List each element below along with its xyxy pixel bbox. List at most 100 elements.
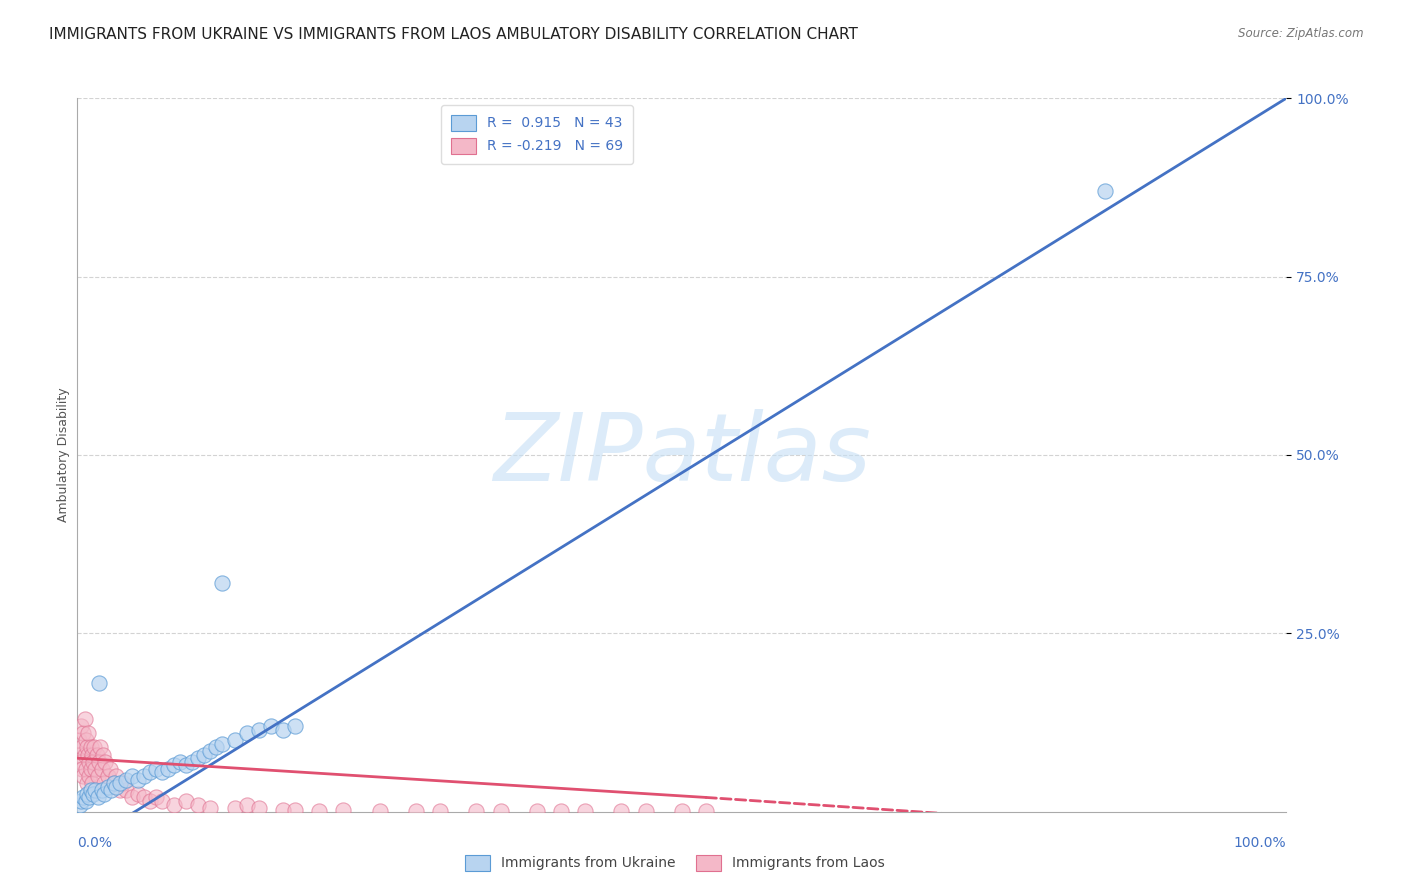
Point bbox=[76, 776, 98, 790]
Point bbox=[112, 776, 135, 790]
Point bbox=[247, 801, 270, 815]
Point bbox=[187, 797, 209, 812]
Point bbox=[90, 783, 112, 797]
Point bbox=[247, 723, 270, 737]
Point bbox=[86, 747, 108, 762]
Point bbox=[271, 723, 294, 737]
Point bbox=[169, 755, 191, 769]
Point bbox=[260, 719, 283, 733]
Point bbox=[70, 719, 93, 733]
Text: 0.0%: 0.0% bbox=[77, 836, 112, 850]
Point bbox=[73, 747, 96, 762]
Point bbox=[108, 783, 131, 797]
Point bbox=[308, 804, 330, 818]
Text: ZIPatlas: ZIPatlas bbox=[494, 409, 870, 500]
Point bbox=[145, 790, 167, 805]
Point bbox=[79, 762, 101, 776]
Point bbox=[235, 797, 257, 812]
Point bbox=[108, 776, 131, 790]
Legend: Immigrants from Ukraine, Immigrants from Laos: Immigrants from Ukraine, Immigrants from… bbox=[460, 849, 890, 876]
Point bbox=[284, 803, 307, 817]
Point bbox=[145, 762, 167, 776]
Point bbox=[87, 790, 110, 805]
Point bbox=[114, 772, 136, 787]
Point bbox=[67, 733, 90, 747]
Point bbox=[405, 804, 427, 818]
Point bbox=[69, 797, 91, 812]
Point bbox=[105, 780, 128, 794]
Point bbox=[91, 747, 114, 762]
Point bbox=[1094, 184, 1116, 198]
Point bbox=[200, 801, 222, 815]
Point bbox=[187, 751, 209, 765]
Point bbox=[82, 755, 104, 769]
Point bbox=[98, 762, 121, 776]
Point bbox=[150, 765, 173, 780]
Point bbox=[174, 794, 197, 808]
Point bbox=[235, 726, 257, 740]
Point bbox=[200, 744, 222, 758]
Point bbox=[157, 762, 180, 776]
Point bbox=[121, 790, 143, 805]
Point bbox=[77, 726, 100, 740]
Legend: R =  0.915   N = 43, R = -0.219   N = 69: R = 0.915 N = 43, R = -0.219 N = 69 bbox=[441, 105, 633, 163]
Point bbox=[72, 790, 94, 805]
Point bbox=[193, 747, 215, 762]
Point bbox=[73, 712, 96, 726]
Point bbox=[271, 803, 294, 817]
Point bbox=[72, 769, 94, 783]
Point bbox=[224, 801, 246, 815]
Text: 100.0%: 100.0% bbox=[1234, 836, 1286, 850]
Point bbox=[79, 769, 101, 783]
Point bbox=[163, 758, 186, 772]
Point bbox=[75, 762, 97, 776]
Point bbox=[211, 576, 233, 591]
Point bbox=[181, 755, 204, 769]
Point bbox=[114, 783, 136, 797]
Point bbox=[96, 769, 118, 783]
Point bbox=[94, 755, 117, 769]
Point bbox=[105, 769, 128, 783]
Point bbox=[205, 740, 228, 755]
Point bbox=[80, 776, 103, 790]
Point bbox=[79, 755, 101, 769]
Point bbox=[127, 787, 149, 801]
Point bbox=[83, 740, 105, 755]
Point bbox=[69, 747, 91, 762]
Point bbox=[87, 676, 110, 690]
Point bbox=[79, 790, 101, 805]
Text: Source: ZipAtlas.com: Source: ZipAtlas.com bbox=[1239, 27, 1364, 40]
Point bbox=[103, 776, 125, 790]
Point bbox=[429, 804, 451, 818]
Point bbox=[489, 805, 512, 819]
Point bbox=[550, 805, 572, 819]
Point bbox=[610, 805, 633, 819]
Point bbox=[332, 803, 354, 817]
Point bbox=[70, 794, 93, 808]
Point bbox=[368, 804, 391, 818]
Point bbox=[127, 772, 149, 787]
Point bbox=[465, 804, 488, 818]
Y-axis label: Ambulatory Disability: Ambulatory Disability bbox=[58, 388, 70, 522]
Point bbox=[284, 719, 307, 733]
Point bbox=[211, 737, 233, 751]
Point bbox=[87, 769, 110, 783]
Point bbox=[70, 755, 93, 769]
Point bbox=[574, 804, 596, 818]
Point bbox=[87, 755, 110, 769]
Point bbox=[174, 758, 197, 772]
Point bbox=[132, 790, 155, 805]
Point bbox=[695, 804, 717, 818]
Point bbox=[526, 804, 548, 818]
Point bbox=[90, 762, 112, 776]
Point bbox=[75, 733, 97, 747]
Text: IMMIGRANTS FROM UKRAINE VS IMMIGRANTS FROM LAOS AMBULATORY DISABILITY CORRELATIO: IMMIGRANTS FROM UKRAINE VS IMMIGRANTS FR… bbox=[49, 27, 858, 42]
Point bbox=[84, 762, 107, 776]
Point bbox=[139, 765, 162, 780]
Point bbox=[163, 797, 186, 812]
Point bbox=[150, 794, 173, 808]
Point bbox=[132, 769, 155, 783]
Point bbox=[76, 740, 98, 755]
Point bbox=[139, 794, 162, 808]
Point bbox=[70, 740, 93, 755]
